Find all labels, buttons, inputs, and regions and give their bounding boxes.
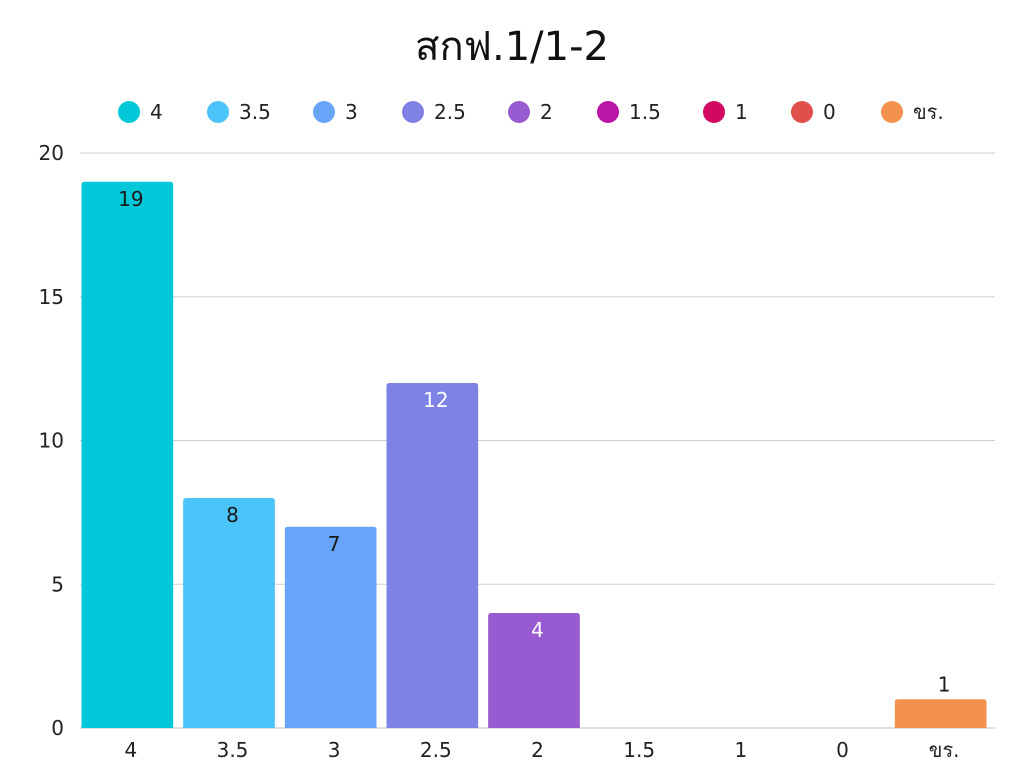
data-label: 19	[118, 187, 143, 211]
bar	[488, 613, 580, 728]
legend-swatch	[703, 101, 725, 123]
x-tick-label: 3.5	[217, 738, 249, 762]
y-tick-label: 20	[39, 141, 64, 165]
legend-label: 3.5	[239, 100, 271, 124]
legend-swatch	[313, 101, 335, 123]
y-tick-label: 10	[39, 429, 64, 453]
legend-swatch	[597, 101, 619, 123]
legend-label: 2.5	[434, 100, 466, 124]
x-tick-label: ขร.	[929, 738, 960, 762]
legend: 4 3.5 3 2.5 2 1.5 1 0 ขร.	[0, 96, 1024, 128]
bar	[284, 526, 377, 728]
legend-item: ขร.	[881, 96, 944, 128]
x-tick-label: 2.5	[420, 738, 452, 762]
legend-swatch	[508, 101, 530, 123]
legend-swatch	[791, 101, 813, 123]
x-tick-label: 0	[836, 738, 849, 762]
y-tick-label: 0	[51, 716, 64, 740]
bar	[386, 383, 479, 728]
data-label: 7	[328, 532, 341, 556]
legend-item: 2.5	[402, 96, 466, 128]
chart-title: สกฟ.1/1-2	[415, 24, 609, 70]
legend-swatch	[118, 101, 140, 123]
legend-label: 3	[345, 100, 358, 124]
data-label: 8	[226, 503, 239, 527]
data-label: 1	[938, 672, 951, 696]
bar	[183, 498, 275, 728]
bar	[894, 699, 987, 728]
x-tick-label: 2	[531, 738, 544, 762]
legend-label: ขร.	[913, 100, 944, 124]
legend-swatch	[881, 101, 903, 123]
legend-item: 4	[118, 96, 163, 128]
y-tick-label: 5	[51, 572, 64, 596]
data-label: 12	[423, 388, 448, 412]
legend-swatch	[402, 101, 424, 123]
data-label: 4	[531, 618, 544, 642]
legend-item: 3.5	[207, 96, 271, 128]
x-tick-label: 4	[124, 738, 137, 762]
legend-label: 1.5	[629, 100, 661, 124]
legend-item: 1	[703, 96, 748, 128]
legend-item: 2	[508, 96, 553, 128]
legend-label: 4	[150, 100, 163, 124]
legend-label: 1	[735, 100, 748, 124]
legend-swatch	[207, 101, 229, 123]
x-tick-label: 3	[328, 738, 341, 762]
bar	[81, 181, 174, 728]
x-tick-label: 1.5	[623, 738, 655, 762]
legend-label: 2	[540, 100, 553, 124]
y-tick-label: 15	[39, 285, 64, 309]
legend-label: 0	[823, 100, 836, 124]
legend-item: 1.5	[597, 96, 661, 128]
legend-item: 0	[791, 96, 836, 128]
x-tick-label: 1	[734, 738, 747, 762]
legend-item: 3	[313, 96, 358, 128]
